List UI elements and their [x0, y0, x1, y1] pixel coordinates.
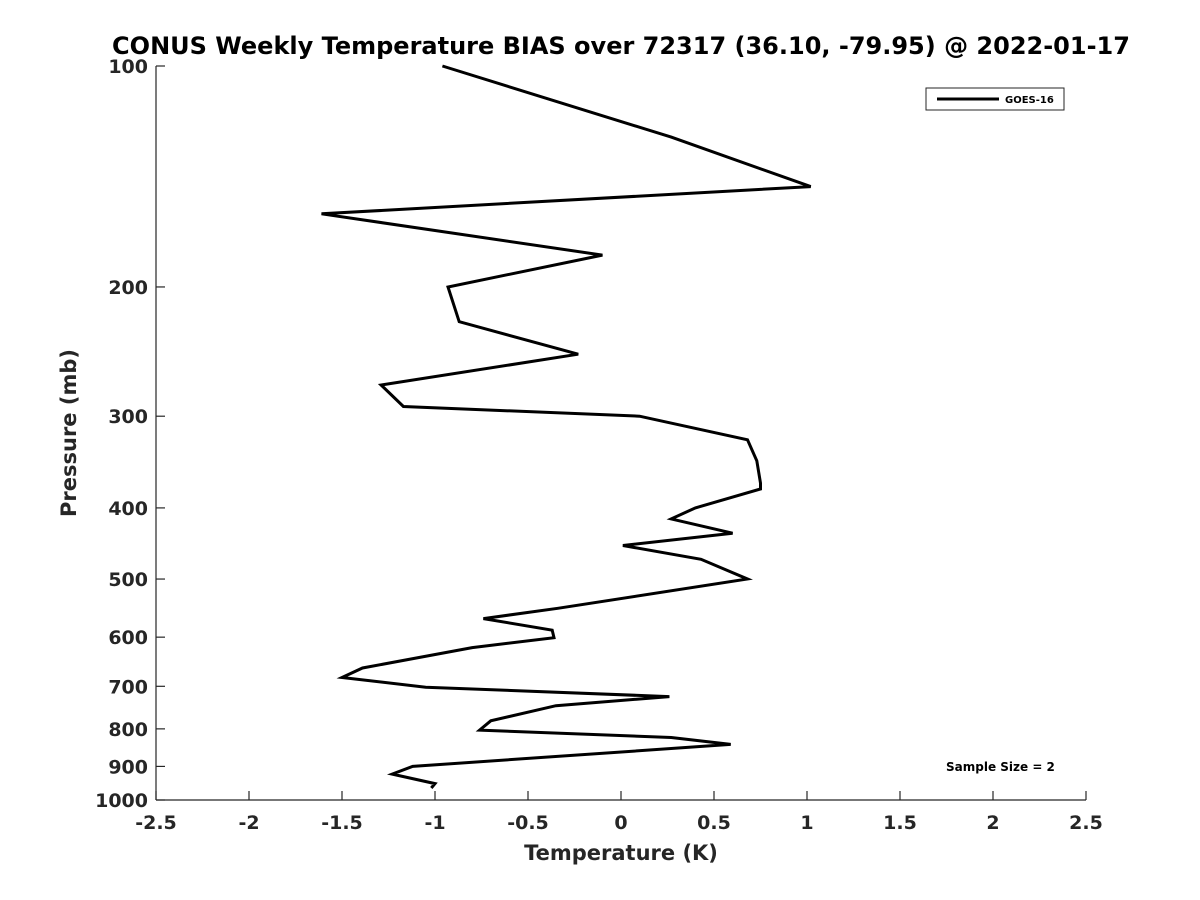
y-tick-label: 900: [108, 756, 148, 778]
legend-label-goes-16: GOES-16: [1005, 95, 1054, 106]
x-tick-label: -1.5: [321, 812, 363, 834]
x-tick-label: -2.5: [135, 812, 177, 834]
y-tick-label: 400: [108, 498, 148, 520]
y-tick-label: 600: [108, 627, 148, 649]
legend: GOES-16: [925, 87, 1065, 111]
y-tick-label: 800: [108, 719, 148, 741]
y-tick-label: 200: [108, 277, 148, 299]
x-tick-label: -2: [238, 812, 259, 834]
x-tick-label: 0.5: [697, 812, 731, 834]
x-tick-label: 2: [986, 812, 999, 834]
x-tick-label: 0: [614, 812, 627, 834]
sample-size-annotation: Sample Size = 2: [946, 760, 1055, 774]
chart-title: CONUS Weekly Temperature BIAS over 72317…: [112, 32, 1130, 60]
series-group: [321, 64, 812, 789]
x-tick-label: -1: [424, 812, 445, 834]
x-tick-label: 1.5: [883, 812, 917, 834]
y-tick-label: 700: [108, 676, 148, 698]
y-tick-label: 1000: [95, 790, 148, 812]
y-axis-label: Pressure (mb): [57, 349, 81, 517]
y-tick-label: 100: [108, 56, 148, 78]
series-line-goes-16: [321, 64, 812, 789]
y-tick-label: 300: [108, 406, 148, 428]
x-tick-label: -0.5: [507, 812, 549, 834]
y-ticks: 100 200 300 400 500 600 700 800 900 1000: [95, 56, 165, 812]
y-tick-label: 500: [108, 569, 148, 591]
x-tick-label: 2.5: [1069, 812, 1103, 834]
x-tick-label: 1: [800, 812, 813, 834]
x-ticks: -2.5 -2 -1.5 -1 -0.5 0 0.5 1 1.5 2 2.5: [135, 791, 1103, 834]
axes: [155, 66, 1086, 801]
x-axis-label: Temperature (K): [524, 841, 718, 865]
